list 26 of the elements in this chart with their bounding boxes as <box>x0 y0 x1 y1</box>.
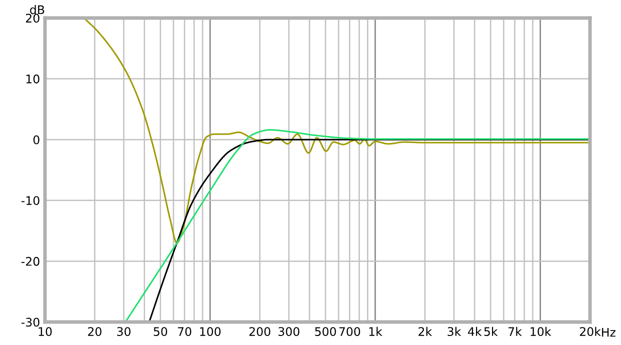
x-tick-label: 100 <box>200 327 221 336</box>
x-tick-label: 20k <box>580 326 601 336</box>
x-tick-label: 200 <box>249 327 270 336</box>
y-tick-label: -20 <box>21 256 40 266</box>
y-tick-label: 10 <box>26 74 40 84</box>
x-tick-label: 5k <box>484 326 498 336</box>
y-tick-label: 0 <box>33 135 40 144</box>
x-tick-label: 20 <box>88 327 102 336</box>
x-tick-label: 4k <box>468 326 482 336</box>
x-tick-label: 70 <box>178 327 192 336</box>
y-tick-label: -30 <box>21 318 40 327</box>
x-tick-label: 30 <box>117 327 130 336</box>
x-tick-label: 700 <box>339 327 360 336</box>
x-tick-label: 1k <box>369 326 382 336</box>
y-tick-label: 20 <box>26 14 40 23</box>
y-tick-label: -10 <box>21 196 40 206</box>
x-tick-label: 7k <box>508 326 522 336</box>
x-tick-label: 500 <box>315 327 336 336</box>
x-tick-label: 300 <box>278 327 300 336</box>
x-tick-label: 10k <box>530 326 552 336</box>
y-axis-title: dB <box>30 5 44 14</box>
x-axis-title: Hz <box>602 328 616 337</box>
x-tick-label: 3k <box>448 326 462 336</box>
x-tick-label: 50 <box>154 327 168 336</box>
x-tick-label: 2k <box>418 326 432 336</box>
x-tick-label: 10 <box>38 327 52 336</box>
